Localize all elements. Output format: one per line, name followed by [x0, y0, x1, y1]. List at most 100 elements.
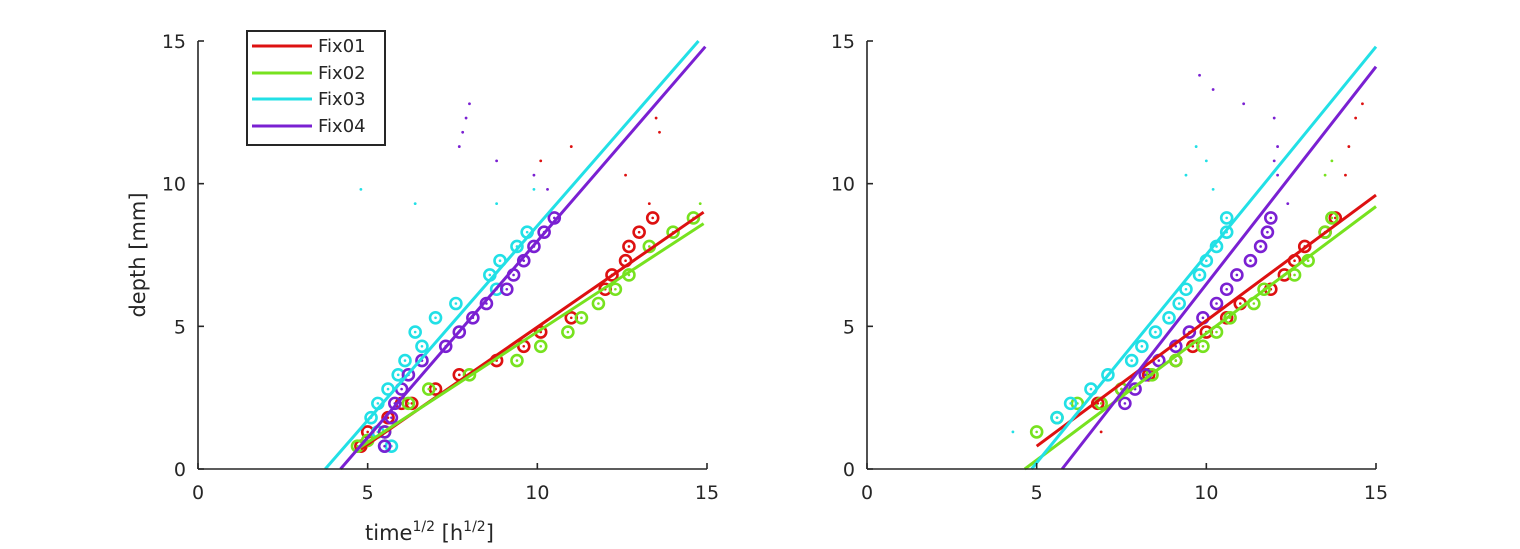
series-fix02 — [1029, 159, 1339, 439]
marker-center-fix02-8 — [566, 330, 570, 334]
marker-center-fix03-14 — [1225, 216, 1228, 220]
outlier-dot-fix03-1 — [1184, 173, 1188, 177]
outlier-dot-fix04-1 — [1211, 88, 1215, 91]
marker-center-fix04-0 — [383, 444, 386, 448]
marker-fix02-11 — [1257, 282, 1271, 297]
marker-fix03-0 — [1050, 410, 1064, 425]
marker-fix02-14 — [666, 225, 680, 239]
marker-center-fix04-12 — [512, 273, 515, 277]
marker-center-fix03-11 — [454, 302, 458, 305]
marker-fix03-3 — [364, 410, 378, 425]
marker-fix02-8 — [561, 325, 575, 339]
marker-fix04-9 — [1230, 268, 1244, 282]
legend-label-fix01: Fix01 — [318, 36, 366, 57]
marker-fix03-15 — [510, 239, 524, 254]
marker-fix04-7 — [1209, 296, 1224, 311]
outlier-dot-fix04-3 — [468, 102, 471, 106]
marker-fix04-6 — [415, 353, 429, 368]
x-tick-label-1: 5 — [362, 482, 374, 504]
fit-line-fix04 — [339, 45, 707, 470]
outlier-dot-fix01-3 — [647, 202, 651, 206]
marker-center-fix01-1 — [366, 430, 369, 434]
x-axis-label-sup1: 1/2 — [412, 519, 435, 535]
marker-center-fix01-10 — [569, 316, 573, 320]
fit-line-fix03 — [1030, 45, 1378, 470]
marker-center-fix02-11 — [614, 287, 617, 291]
x-tick-label-2: 10 — [1194, 482, 1218, 504]
y-tick-label-0: 0 — [843, 459, 855, 481]
fit-line-fix02 — [1023, 205, 1377, 471]
marker-fix03-10 — [1192, 268, 1207, 282]
marker-center-fix01-15 — [637, 230, 641, 234]
legend-entry-fix03: Fix03 — [252, 89, 366, 110]
outlier-dot-fix03-2 — [495, 202, 499, 206]
marker-fix04-14 — [527, 239, 541, 254]
right-plot: 0 5 10 15 0 5 10 15 — [831, 31, 1388, 504]
marker-fix02-14 — [1318, 225, 1332, 239]
marker-center-fix03-12 — [1215, 245, 1218, 248]
marker-fix02-9 — [574, 310, 589, 325]
marker-center-fix02-7 — [1201, 345, 1205, 348]
marker-fix03-9 — [408, 325, 422, 339]
marker-fix02-6 — [510, 353, 524, 368]
outlier-dot-fix01-2 — [624, 173, 627, 177]
marker-fix03-6 — [1148, 325, 1163, 339]
legend-entry-fix02: Fix02 — [252, 63, 366, 84]
outlier-dot-fix04-6 — [1276, 173, 1279, 177]
y-tick-label-1: 5 — [843, 316, 855, 338]
marker-fix03-3 — [1101, 368, 1115, 382]
legend-label-fix04: Fix04 — [318, 116, 366, 137]
fit-line-fix03 — [324, 40, 700, 470]
marker-center-fix04-7 — [1215, 302, 1218, 305]
marker-fix02-11 — [608, 282, 623, 297]
outlier-dot-fix01-1 — [569, 145, 573, 148]
marker-center-fix04-9 — [1235, 273, 1239, 277]
marker-fix04-0 — [377, 439, 392, 453]
marker-center-fix01-13 — [624, 259, 627, 263]
marker-center-fix03-4 — [1130, 359, 1133, 362]
marker-fix03-5 — [1135, 339, 1149, 354]
y-tick-label-2: 10 — [831, 174, 855, 196]
outlier-dot-fix03-4 — [1211, 187, 1215, 191]
marker-center-fix03-16 — [525, 230, 529, 234]
marker-center-fix03-7 — [403, 359, 407, 362]
marker-fix04-9 — [466, 310, 480, 325]
marker-center-fix04-13 — [1269, 216, 1273, 220]
marker-center-fix01-16 — [651, 216, 655, 220]
marker-fix04-11 — [1253, 239, 1268, 254]
outlier-dot-fix04-5 — [532, 173, 536, 177]
marker-fix04-8 — [1219, 282, 1234, 297]
marker-fix04-7 — [438, 339, 453, 354]
marker-center-fix02-13 — [648, 245, 651, 248]
marker-center-fix02-6 — [515, 359, 519, 362]
marker-center-fix04-11 — [1259, 245, 1262, 248]
marker-fix03-8 — [1172, 296, 1186, 311]
marker-fix02-15 — [1325, 211, 1339, 225]
marker-center-fix04-11 — [505, 287, 509, 291]
marker-fix03-7 — [398, 353, 412, 368]
marker-center-fix04-8 — [1225, 287, 1228, 291]
legend: Fix01 Fix02 Fix03 Fix04 — [246, 30, 386, 146]
marker-center-fix03-6 — [1154, 330, 1157, 334]
marker-center-fix02-13 — [1306, 259, 1310, 263]
marker-fix04-10 — [1243, 253, 1258, 268]
marker-fix03-9 — [1179, 282, 1193, 297]
marker-center-fix02-7 — [539, 345, 543, 348]
marker-fix04-5 — [1182, 325, 1197, 339]
marker-center-fix01-13 — [1333, 216, 1337, 220]
marker-center-fix03-1 — [1069, 402, 1072, 405]
outlier-dot-fix01-4 — [654, 116, 658, 120]
marker-center-fix02-12 — [1293, 273, 1296, 277]
x-tick-label-0: 0 — [192, 482, 204, 504]
marker-center-fix02-4 — [427, 387, 431, 391]
x-tick-label-3: 15 — [1364, 482, 1388, 504]
marker-fix04-11 — [499, 282, 514, 297]
marker-fix01-15 — [632, 225, 646, 239]
x-axis-label-base: time — [365, 521, 412, 545]
marker-center-fix04-4 — [1174, 345, 1178, 348]
marker-fix03-13 — [1219, 225, 1234, 239]
outlier-dot-fix03-0 — [1011, 430, 1015, 434]
x-tick-label-2: 10 — [525, 482, 549, 504]
marker-fix02-7 — [1196, 339, 1210, 354]
